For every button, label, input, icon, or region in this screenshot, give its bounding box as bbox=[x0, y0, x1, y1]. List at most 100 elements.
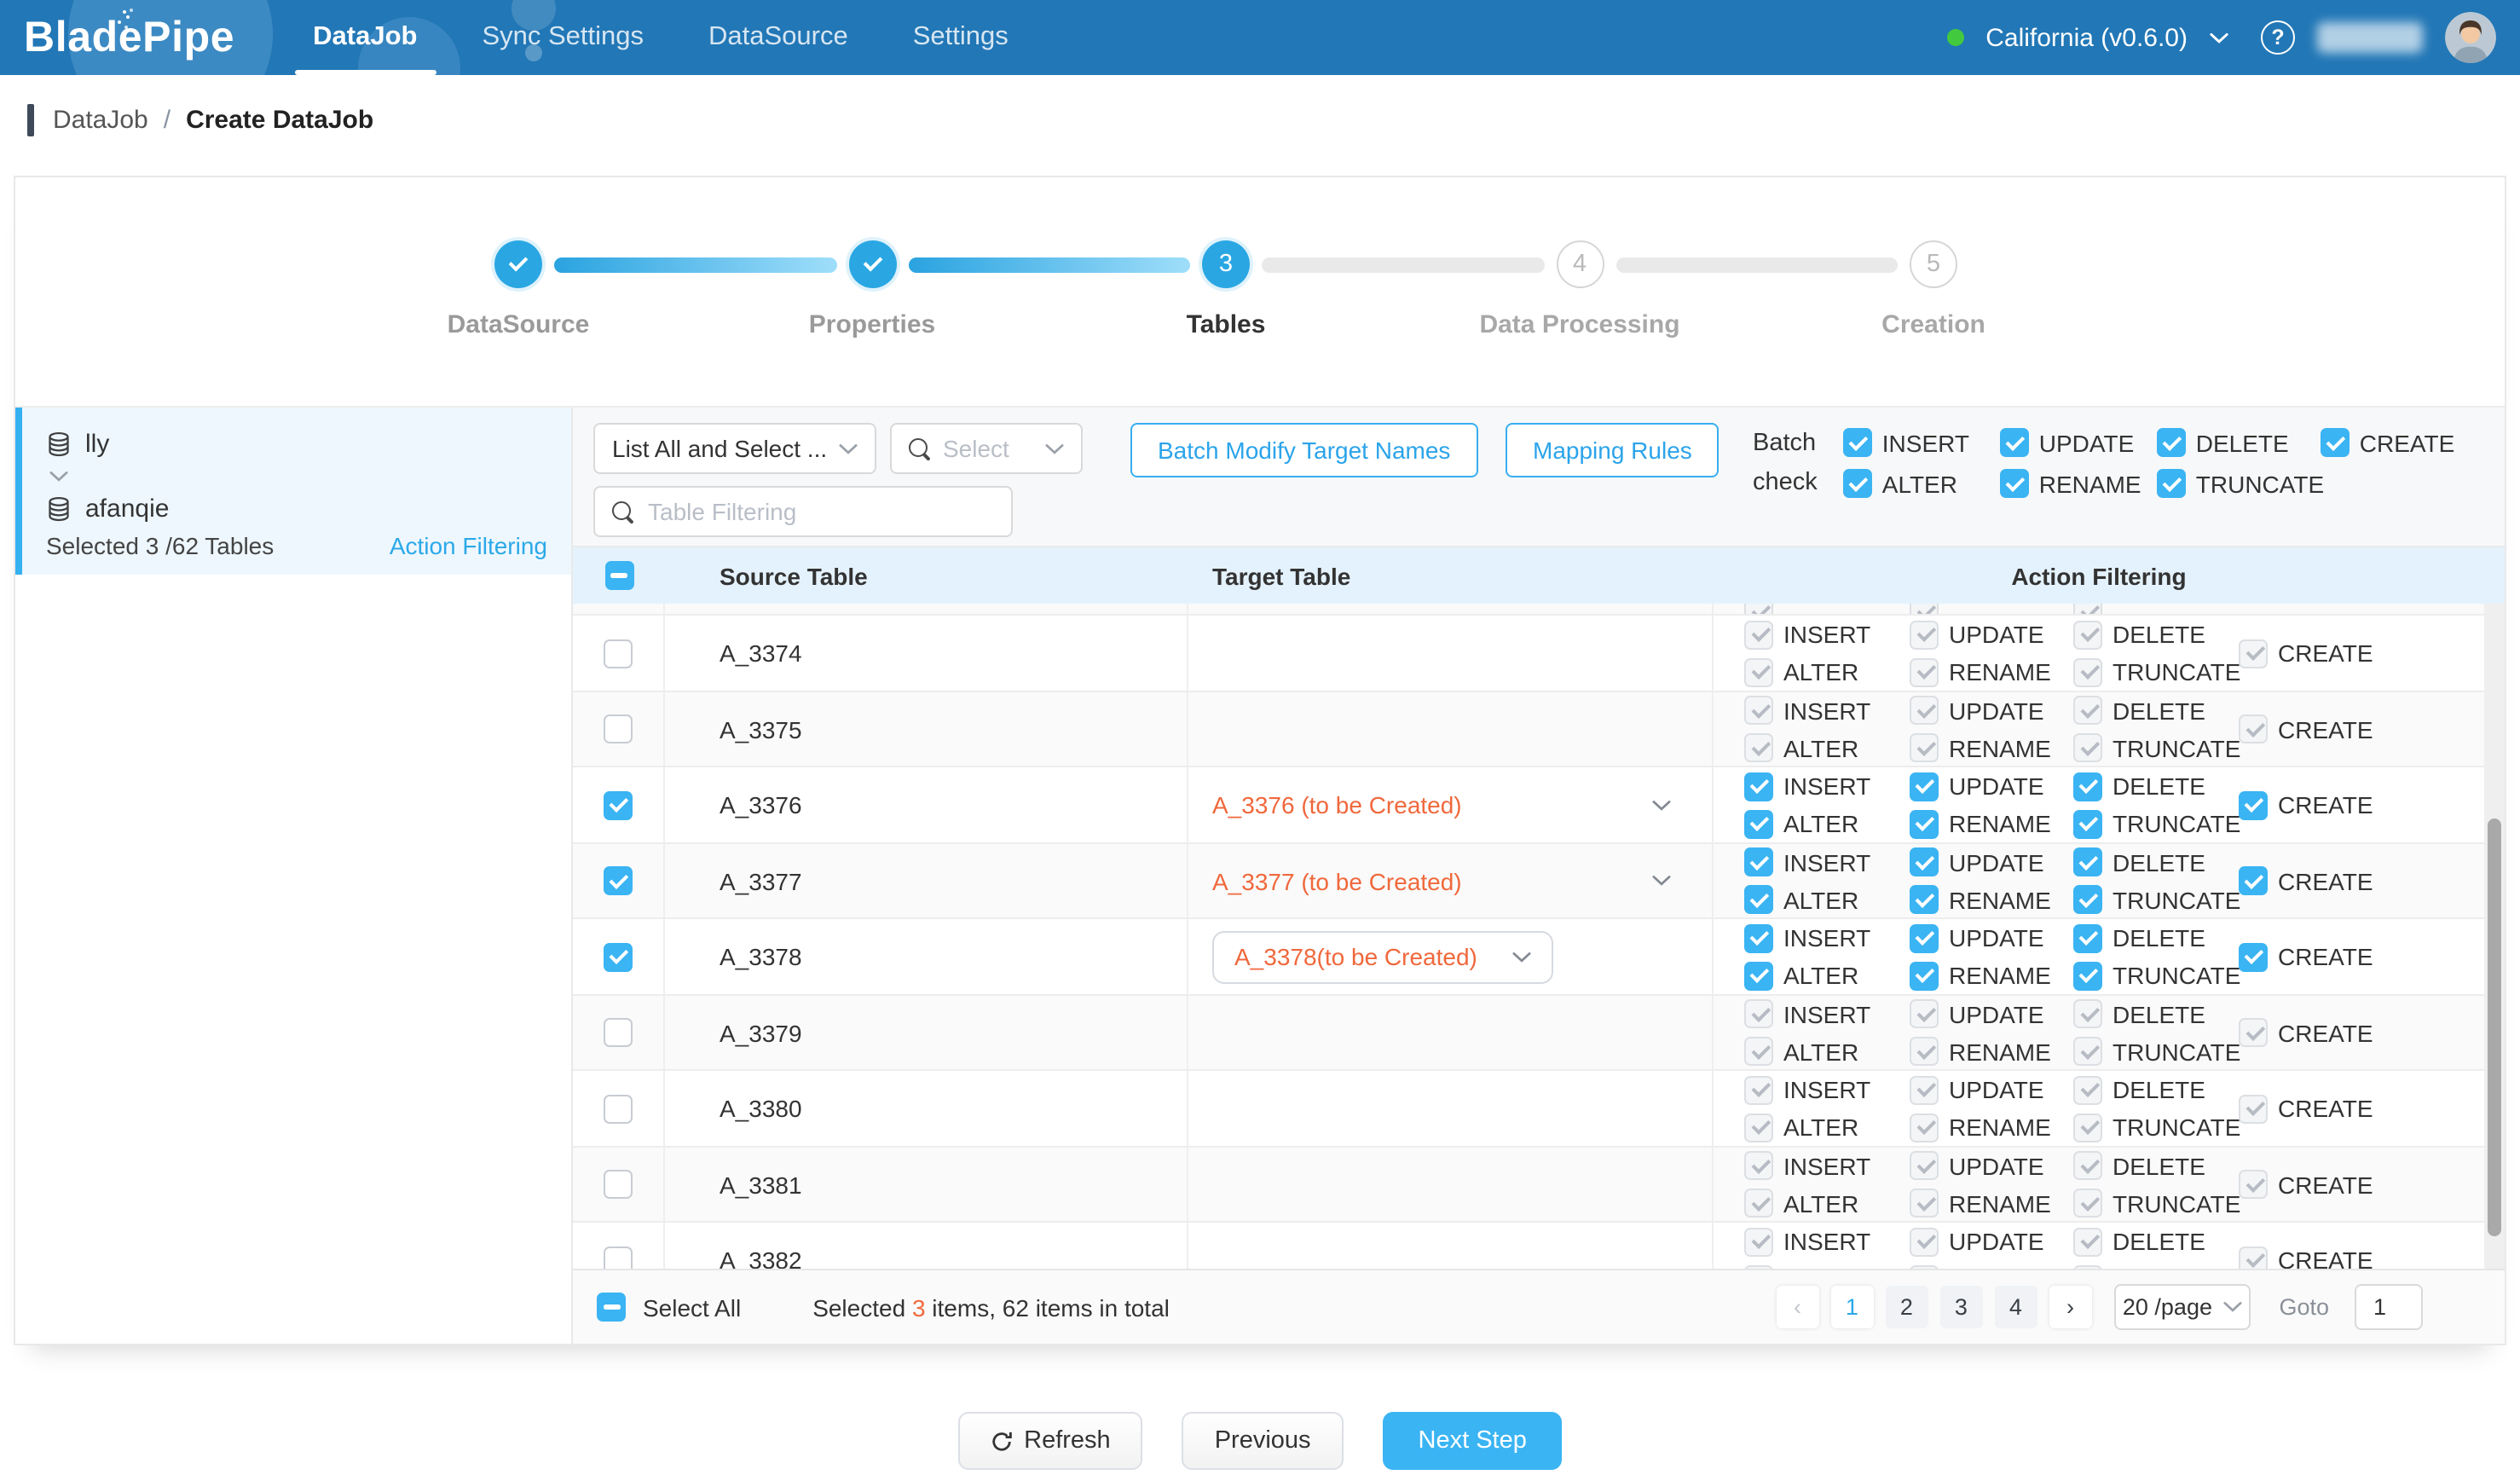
checkbox-checked-icon[interactable] bbox=[2073, 772, 2102, 801]
row-checkbox[interactable] bbox=[604, 639, 633, 668]
checkbox-disabled-icon[interactable] bbox=[1744, 1151, 1773, 1180]
action-delete-a_3377[interactable]: DELETE bbox=[2073, 846, 2239, 878]
checkbox-checked-icon[interactable] bbox=[1744, 885, 1773, 914]
nav-item-datasource[interactable]: DataSource bbox=[688, 0, 869, 75]
checkbox-disabled-icon[interactable] bbox=[2239, 1018, 2268, 1047]
checkbox-disabled-icon[interactable] bbox=[2073, 604, 2102, 616]
checkbox-disabled-icon[interactable] bbox=[1910, 1264, 1939, 1269]
target-table-select[interactable]: A_3377 (to be Created) bbox=[1212, 867, 1671, 894]
checkbox-disabled-icon[interactable] bbox=[1744, 1264, 1773, 1269]
batch-check-update[interactable]: UPDATE bbox=[2000, 426, 2157, 459]
checkbox-checked-icon[interactable] bbox=[1843, 469, 1872, 498]
avatar[interactable] bbox=[2445, 12, 2496, 63]
checkbox-checked-icon[interactable] bbox=[2157, 469, 2186, 498]
nav-item-datajob[interactable]: DataJob bbox=[292, 0, 437, 75]
checkbox-disabled-icon[interactable] bbox=[1910, 999, 1939, 1028]
action-create-a_3377[interactable]: CREATE bbox=[2239, 865, 2484, 897]
scrollbar-track[interactable] bbox=[2484, 604, 2505, 1270]
batch-check-alter[interactable]: ALTER bbox=[1843, 467, 2000, 500]
checkbox-disabled-icon[interactable] bbox=[1744, 1227, 1773, 1256]
checkbox-disabled-icon[interactable] bbox=[1744, 733, 1773, 762]
action-filtering-link[interactable]: Action Filtering bbox=[390, 532, 547, 559]
action-alter-a_3378[interactable]: ALTER bbox=[1744, 959, 1910, 992]
action-insert-a_3377[interactable]: INSERT bbox=[1744, 846, 1910, 878]
checkbox-disabled-icon[interactable] bbox=[1744, 604, 1773, 616]
checkbox-disabled-icon[interactable] bbox=[1910, 1151, 1939, 1180]
action-create-a_3378[interactable]: CREATE bbox=[2239, 940, 2484, 973]
select-all-header-checkbox[interactable] bbox=[604, 561, 633, 590]
batch-modify-target-names-button[interactable]: Batch Modify Target Names bbox=[1130, 423, 1477, 477]
checkbox-disabled-icon[interactable] bbox=[1744, 1037, 1773, 1066]
row-checkbox-checked[interactable] bbox=[604, 790, 633, 819]
action-delete-a_3376[interactable]: DELETE bbox=[2073, 770, 2239, 802]
checkbox-disabled-icon[interactable] bbox=[2073, 620, 2102, 649]
target-table-select[interactable]: A_3376 (to be Created) bbox=[1212, 791, 1671, 818]
checkbox-disabled-icon[interactable] bbox=[2073, 1151, 2102, 1180]
checkbox-checked-icon[interactable] bbox=[1744, 961, 1773, 990]
step-circle-datasource[interactable] bbox=[494, 240, 542, 288]
checkbox-disabled-icon[interactable] bbox=[2073, 696, 2102, 725]
checkbox-disabled-icon[interactable] bbox=[1744, 696, 1773, 725]
step-circle-data-processing[interactable]: 4 bbox=[1556, 240, 1604, 288]
action-rename-a_3377[interactable]: RENAME bbox=[1910, 883, 2073, 916]
action-insert-a_3376[interactable]: INSERT bbox=[1744, 770, 1910, 802]
checkbox-disabled-icon[interactable] bbox=[1910, 604, 1939, 616]
checkbox-checked-icon[interactable] bbox=[2321, 428, 2349, 457]
step-circle-properties[interactable] bbox=[848, 240, 896, 288]
page-size-select[interactable]: 20 /page bbox=[2113, 1284, 2250, 1330]
datasource-name[interactable]: lly bbox=[85, 429, 109, 458]
action-truncate-a_3377[interactable]: TRUNCATE bbox=[2073, 883, 2239, 916]
checkbox-checked-icon[interactable] bbox=[1910, 885, 1939, 914]
checkbox-checked-icon[interactable] bbox=[1843, 428, 1872, 457]
checkbox-disabled-icon[interactable] bbox=[2239, 639, 2268, 668]
checkbox-checked-icon[interactable] bbox=[2239, 790, 2268, 819]
pagination-page-4[interactable]: 4 bbox=[1994, 1286, 2037, 1328]
next-step-button[interactable]: Next Step bbox=[1383, 1412, 1563, 1470]
table-filter-input[interactable] bbox=[648, 498, 994, 525]
checkbox-disabled-icon[interactable] bbox=[2239, 714, 2268, 743]
region-selector[interactable]: California (v0.6.0) bbox=[1985, 23, 2188, 52]
checkbox-checked-icon[interactable] bbox=[1744, 772, 1773, 801]
checkbox-disabled-icon[interactable] bbox=[1744, 1075, 1773, 1104]
checkbox-disabled-icon[interactable] bbox=[1910, 1227, 1939, 1256]
row-checkbox[interactable] bbox=[604, 1170, 633, 1199]
action-update-a_3376[interactable]: UPDATE bbox=[1910, 770, 2073, 802]
goto-page-input[interactable] bbox=[2355, 1284, 2423, 1330]
checkbox-disabled-icon[interactable] bbox=[1744, 620, 1773, 649]
action-rename-a_3378[interactable]: RENAME bbox=[1910, 959, 2073, 992]
checkbox-checked-icon[interactable] bbox=[2073, 923, 2102, 952]
checkbox-disabled-icon[interactable] bbox=[1910, 1037, 1939, 1066]
checkbox-disabled-icon[interactable] bbox=[2073, 999, 2102, 1028]
checkbox-disabled-icon[interactable] bbox=[1910, 657, 1939, 686]
checkbox-disabled-icon[interactable] bbox=[2073, 1113, 2102, 1142]
checkbox-checked-icon[interactable] bbox=[2000, 428, 2029, 457]
action-insert-a_3378[interactable]: INSERT bbox=[1744, 922, 1910, 954]
checkbox-disabled-icon[interactable] bbox=[1910, 1189, 1939, 1218]
mapping-rules-button[interactable]: Mapping Rules bbox=[1506, 423, 1719, 477]
row-checkbox[interactable] bbox=[604, 1246, 633, 1269]
previous-button[interactable]: Previous bbox=[1182, 1412, 1344, 1470]
checkbox-disabled-icon[interactable] bbox=[1744, 657, 1773, 686]
batch-check-truncate[interactable]: TRUNCATE bbox=[2157, 467, 2321, 500]
checkbox-checked-icon[interactable] bbox=[1910, 772, 1939, 801]
pagination-page-2[interactable]: 2 bbox=[1885, 1286, 1928, 1328]
checkbox-disabled-icon[interactable] bbox=[1910, 620, 1939, 649]
checkbox-disabled-icon[interactable] bbox=[2073, 1264, 2102, 1269]
checkbox-disabled-icon[interactable] bbox=[2073, 1037, 2102, 1066]
checkbox-disabled-icon[interactable] bbox=[2239, 1170, 2268, 1199]
checkbox-checked-icon[interactable] bbox=[1910, 923, 1939, 952]
action-truncate-a_3376[interactable]: TRUNCATE bbox=[2073, 807, 2239, 840]
target-table-select[interactable]: A_3378(to be Created) bbox=[1212, 930, 1553, 983]
pagination-next-button[interactable]: › bbox=[2049, 1286, 2091, 1328]
row-checkbox[interactable] bbox=[604, 1094, 633, 1123]
checkbox-disabled-icon[interactable] bbox=[1910, 696, 1939, 725]
row-checkbox[interactable] bbox=[604, 714, 633, 743]
checkbox-checked-icon[interactable] bbox=[2000, 469, 2029, 498]
step-circle-creation[interactable]: 5 bbox=[1910, 240, 1957, 288]
checkbox-disabled-icon[interactable] bbox=[1744, 1189, 1773, 1218]
row-checkbox-checked[interactable] bbox=[604, 866, 633, 895]
nav-item-sync-settings[interactable]: Sync Settings bbox=[461, 0, 664, 75]
checkbox-disabled-icon[interactable] bbox=[1744, 1113, 1773, 1142]
expand-chevron-icon[interactable] bbox=[49, 466, 547, 486]
action-rename-a_3376[interactable]: RENAME bbox=[1910, 807, 2073, 840]
